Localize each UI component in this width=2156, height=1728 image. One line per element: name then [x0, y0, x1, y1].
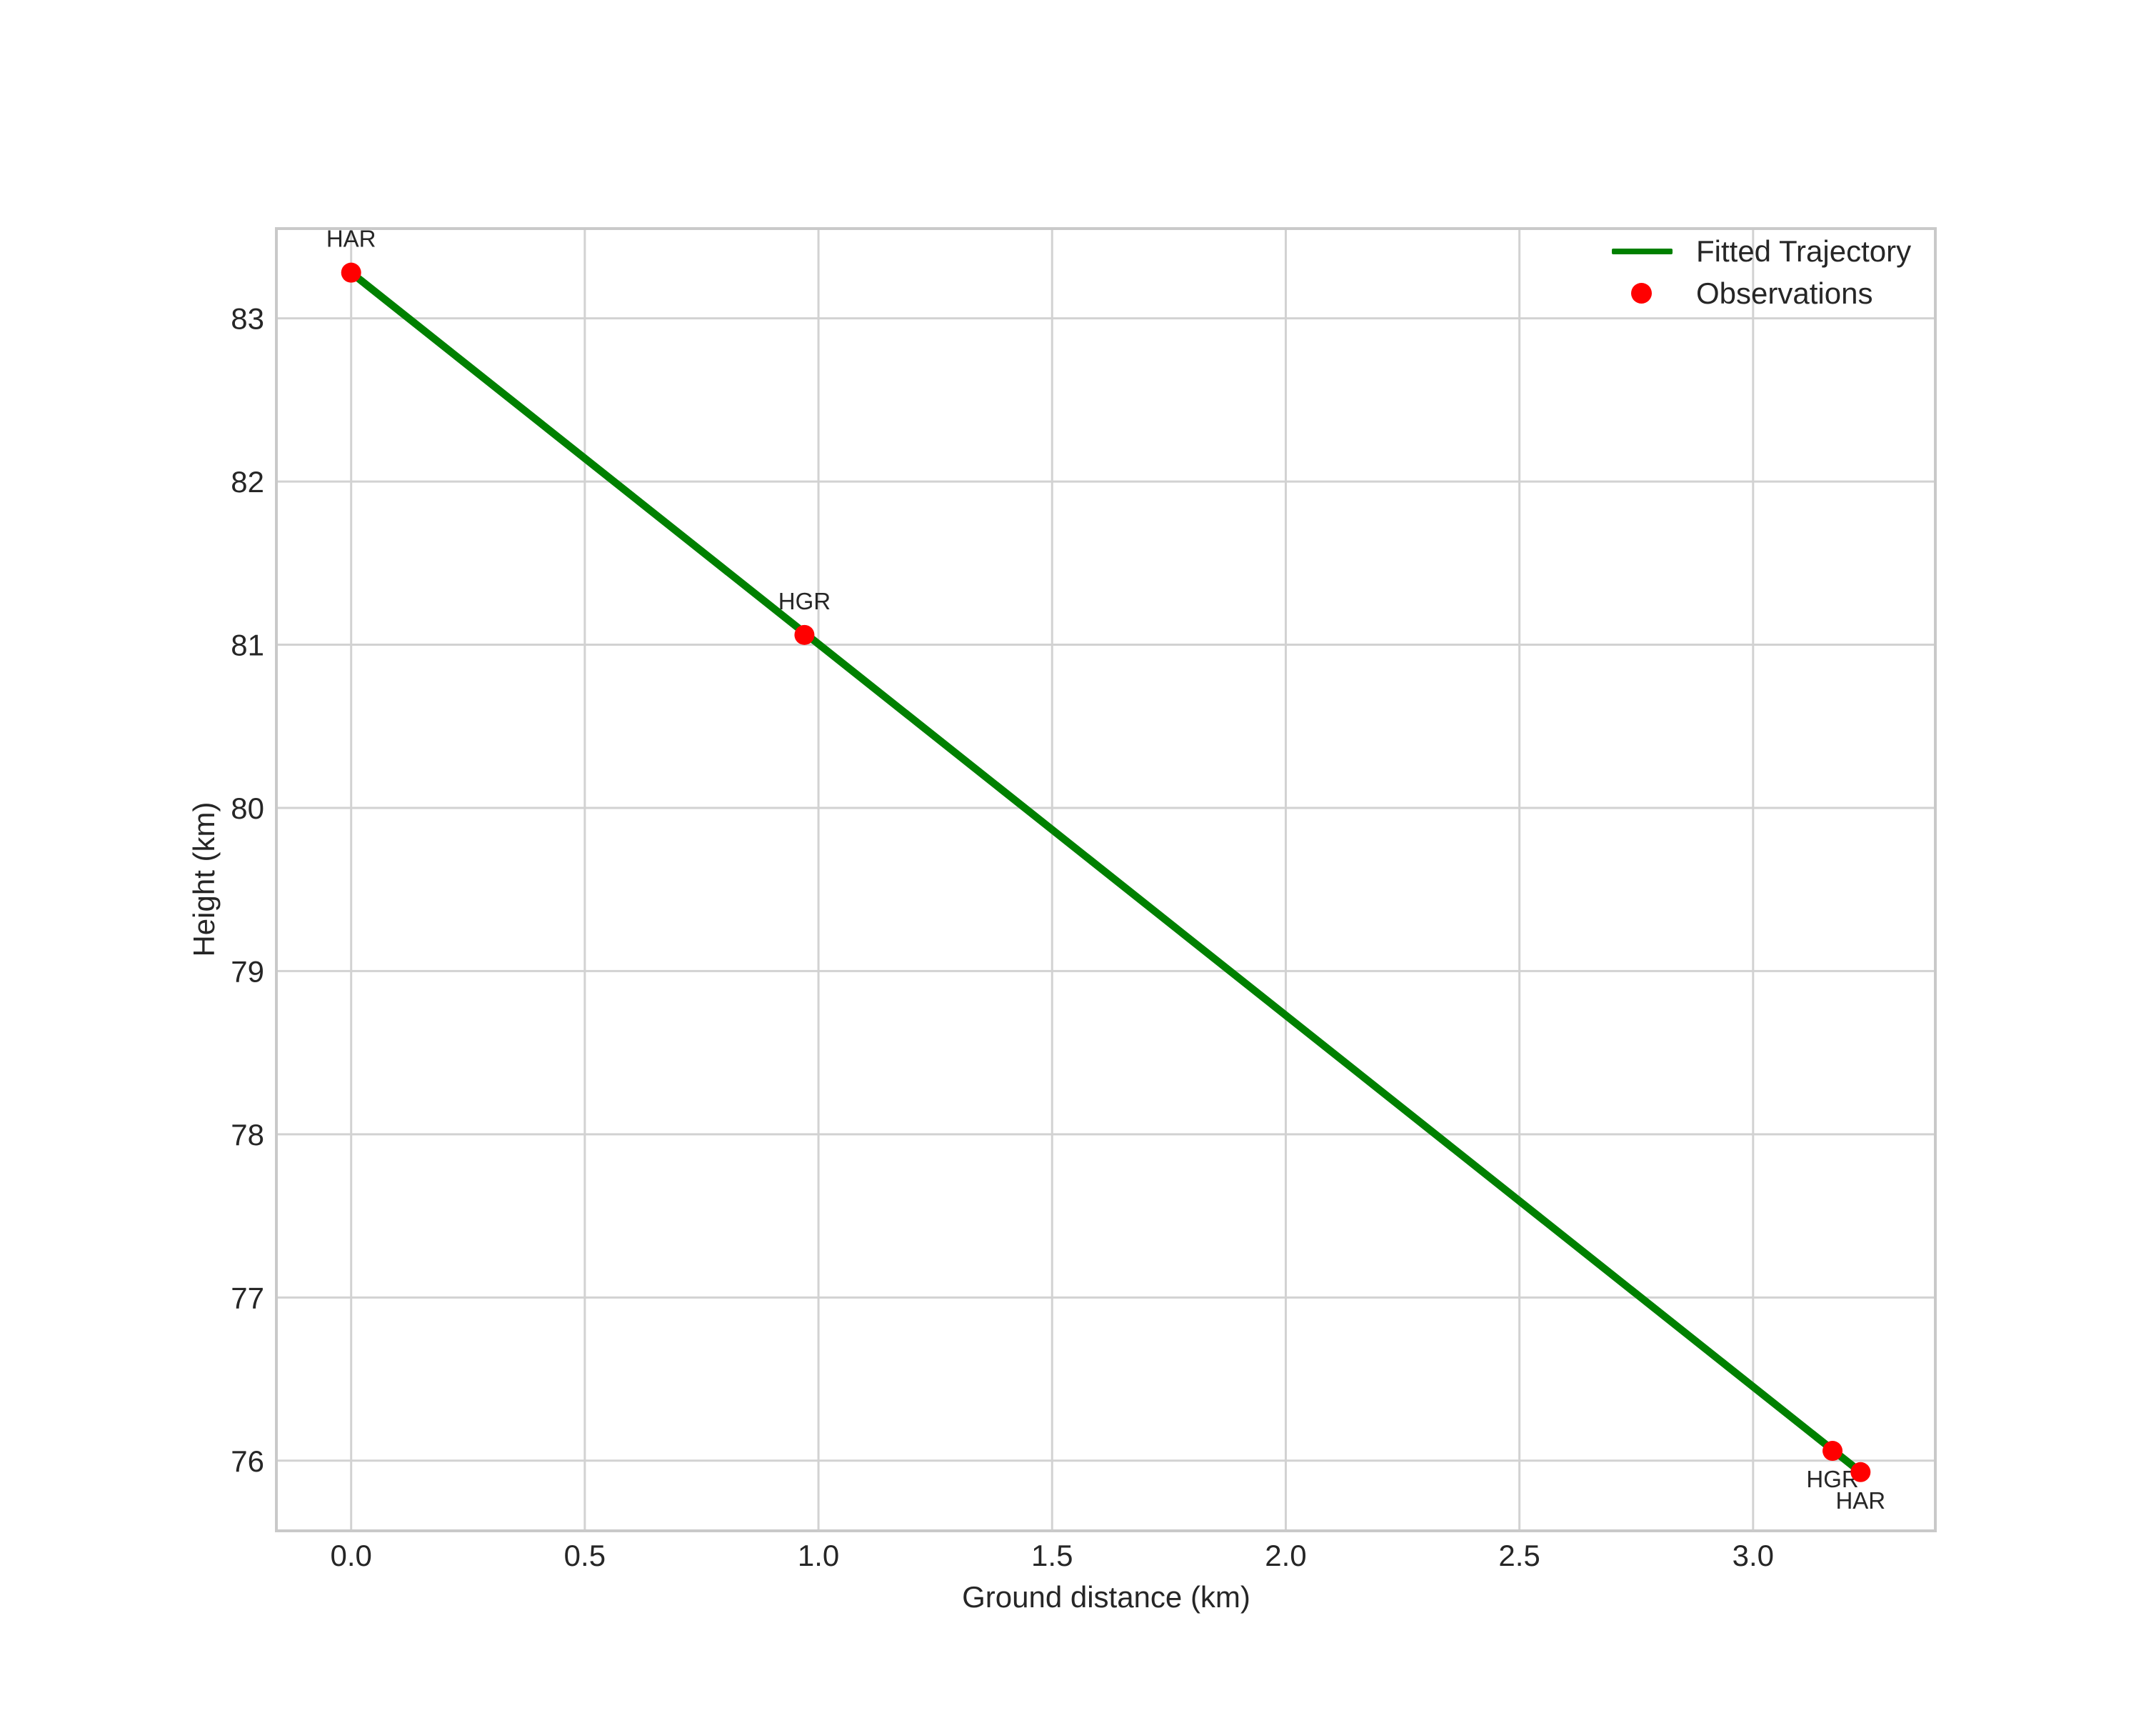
x-axis-label: Ground distance (km) — [962, 1580, 1250, 1614]
trajectory-line-icon — [1612, 248, 1673, 254]
y-tick-label: 82 — [231, 465, 264, 499]
point-annotation: HAR — [1835, 1487, 1885, 1514]
x-tick-label: 2.5 — [1498, 1539, 1540, 1572]
y-tick-label: 80 — [231, 791, 264, 825]
fitted-trajectory-line — [347, 269, 1865, 1477]
y-tick-label: 83 — [231, 302, 264, 336]
y-tick-label: 81 — [231, 629, 264, 662]
legend: Fitted Trajectory Observations — [1612, 230, 1911, 314]
point-annotation: HGR — [778, 588, 831, 614]
y-tick-label: 78 — [231, 1118, 264, 1152]
plot-border — [275, 227, 1937, 1532]
x-tick-label: 0.5 — [564, 1539, 606, 1572]
legend-label-observations: Observations — [1696, 276, 1873, 310]
x-tick-label: 2.0 — [1265, 1539, 1306, 1572]
x-tick-label: 1.0 — [798, 1539, 839, 1572]
x-tick-label: 1.5 — [1031, 1539, 1073, 1572]
point-annotation: HAR — [326, 226, 376, 252]
observation-dot-icon — [1631, 283, 1652, 304]
observation-point — [341, 262, 361, 283]
observation-point — [1850, 1462, 1871, 1482]
x-tick-label: 3.0 — [1733, 1539, 1774, 1572]
point-annotation: HGR — [1806, 1466, 1858, 1492]
legend-sample — [1612, 283, 1696, 304]
y-tick-label: 77 — [231, 1281, 264, 1314]
observation-point — [794, 624, 815, 645]
legend-sample — [1612, 248, 1696, 254]
observation-point — [1822, 1441, 1843, 1462]
legend-entry-fitted-trajectory: Fitted Trajectory — [1612, 230, 1911, 272]
y-tick-label: 76 — [231, 1444, 264, 1478]
y-tick-label: 79 — [231, 954, 264, 988]
x-tick-label: 0.0 — [331, 1539, 372, 1572]
y-axis-label: Height (km) — [187, 801, 221, 957]
legend-label-fitted-trajectory: Fitted Trajectory — [1696, 234, 1912, 268]
legend-entry-observations: Observations — [1612, 272, 1911, 314]
